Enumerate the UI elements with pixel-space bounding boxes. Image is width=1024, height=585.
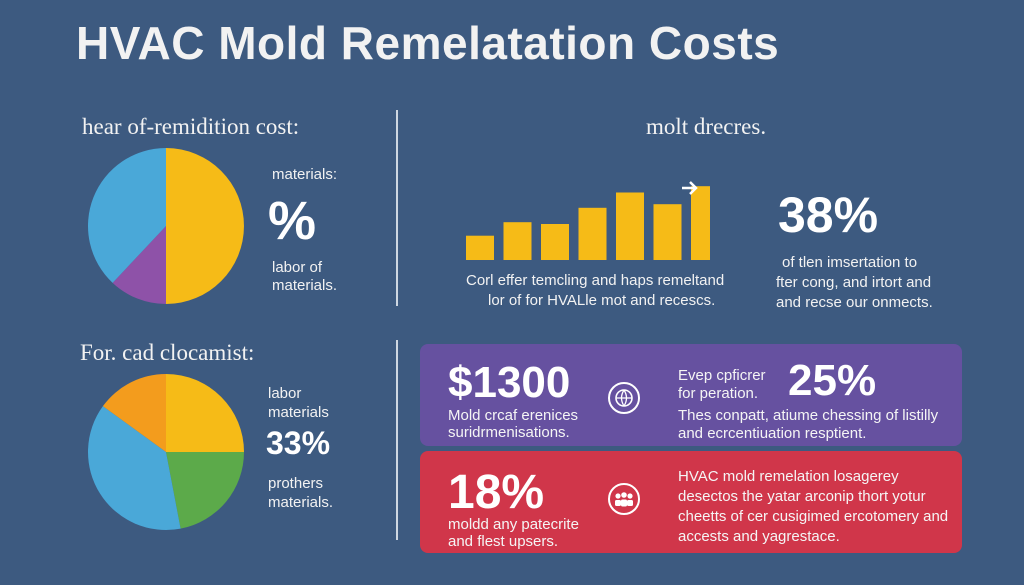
pie-chart-cost bbox=[88, 148, 244, 304]
pie2-slice-0 bbox=[166, 374, 244, 452]
pie1-slice-0 bbox=[166, 148, 244, 304]
arrow-icon bbox=[682, 181, 698, 195]
card-purple-bottom-text-2: and ecrcentiuation resptient. bbox=[678, 425, 867, 442]
pie2-slice-2 bbox=[88, 406, 181, 530]
section4-label-4: materials. bbox=[268, 494, 334, 511]
card-red-text-r1: HVAC mold remelation losagerey bbox=[678, 468, 899, 485]
section1-heading: hear of-remidition cost: bbox=[82, 114, 300, 139]
section2-caption-1: Corl effer temcling and haps remeltand bbox=[466, 272, 725, 289]
section3-text-1: of tlen imsertation to bbox=[782, 254, 918, 271]
card-red-text-2: and flest upsers. bbox=[448, 533, 559, 550]
section4-label-1: labor bbox=[268, 385, 302, 402]
card-red: 18% moldd any patecrite and flest upsers… bbox=[420, 451, 962, 553]
section1-big-value: % bbox=[268, 191, 317, 251]
section2-heading: molt drecres. bbox=[646, 114, 767, 139]
divider-bottom bbox=[396, 340, 398, 540]
pie2-slice-1 bbox=[166, 452, 244, 529]
card-purple: $1300 Mold crcaf erenices suridrmenisati… bbox=[420, 344, 962, 446]
section1-label-bottom-2: materials. bbox=[272, 277, 338, 294]
bar-5 bbox=[653, 204, 682, 260]
section1-label-top: materials: bbox=[272, 166, 338, 183]
card-red-text-r2: desectos the yatar arconip thort yotur bbox=[678, 488, 926, 505]
pie1-slice-2 bbox=[88, 148, 166, 283]
group-icon bbox=[608, 483, 640, 515]
section4-heading: For. cad clocamist: bbox=[80, 340, 255, 365]
page-title: HVAC Mold Remelatation Costs bbox=[76, 17, 780, 69]
bar-2 bbox=[541, 224, 569, 260]
section4-label-3: prothers bbox=[268, 475, 324, 492]
pie-chart-breakdown bbox=[88, 374, 244, 530]
globe-gear-icon bbox=[608, 382, 640, 414]
bar-4 bbox=[616, 192, 644, 260]
section4-label-2: materials bbox=[268, 404, 329, 421]
section4-big-value: 33% bbox=[266, 425, 331, 461]
bar-chart-decrease bbox=[466, 181, 710, 260]
card-red-text-r4: accests and yagrestace. bbox=[678, 528, 840, 545]
bar-3 bbox=[578, 207, 607, 260]
bar-6 bbox=[691, 186, 710, 260]
divider-top bbox=[396, 110, 398, 306]
card-purple-mid-text-2: for peration. bbox=[678, 385, 759, 402]
pie1-slice-1 bbox=[112, 226, 166, 304]
card-red-big-value: 18% bbox=[448, 466, 545, 519]
card-purple-right-value: 25% bbox=[788, 356, 877, 405]
card-purple-big-value: $1300 bbox=[448, 358, 571, 407]
section3-big-value: 38% bbox=[778, 187, 879, 243]
section3-text-2: fter cong, and irtort and bbox=[776, 274, 932, 291]
card-red-text-r3: cheetts of cer cusigimed ercotomery and bbox=[678, 508, 949, 525]
card-purple-text-2: suridrmenisations. bbox=[448, 424, 570, 441]
section2-caption-2: lor of for HVALle mot and recescs. bbox=[488, 292, 716, 309]
card-red-text-1: moldd any patecrite bbox=[448, 516, 579, 533]
bar-1 bbox=[503, 222, 532, 260]
bar-0 bbox=[466, 235, 494, 260]
card-purple-mid-text-1: Evep cpficrer bbox=[678, 367, 766, 384]
section3-text-3: and recse our onmects. bbox=[776, 294, 933, 311]
card-purple-text-1: Mold crcaf erenices bbox=[448, 407, 579, 424]
section1-label-bottom-1: labor of bbox=[272, 259, 323, 276]
pie2-slice-3 bbox=[102, 374, 166, 452]
card-purple-bottom-text-1: Thes conpatt, atiume chessing of listill… bbox=[678, 407, 939, 424]
